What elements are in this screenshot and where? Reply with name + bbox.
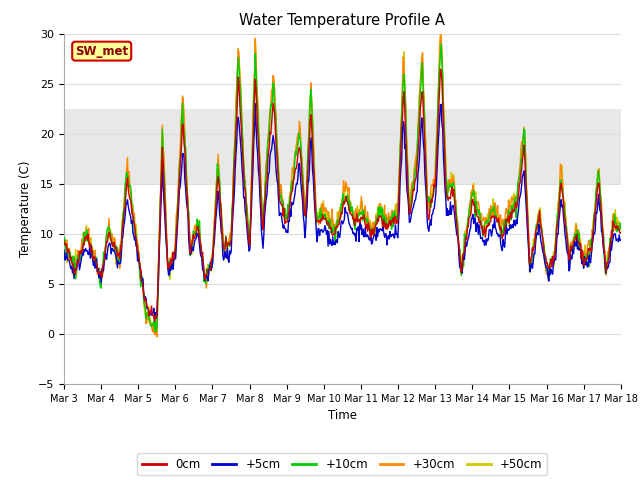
X-axis label: Time: Time [328,409,357,422]
Y-axis label: Temperature (C): Temperature (C) [19,160,33,257]
Bar [64,108,621,184]
Title: Water Temperature Profile A: Water Temperature Profile A [239,13,445,28]
Legend: 0cm, +5cm, +10cm, +30cm, +50cm: 0cm, +5cm, +10cm, +30cm, +50cm [138,453,547,475]
Text: SW_met: SW_met [75,45,128,58]
